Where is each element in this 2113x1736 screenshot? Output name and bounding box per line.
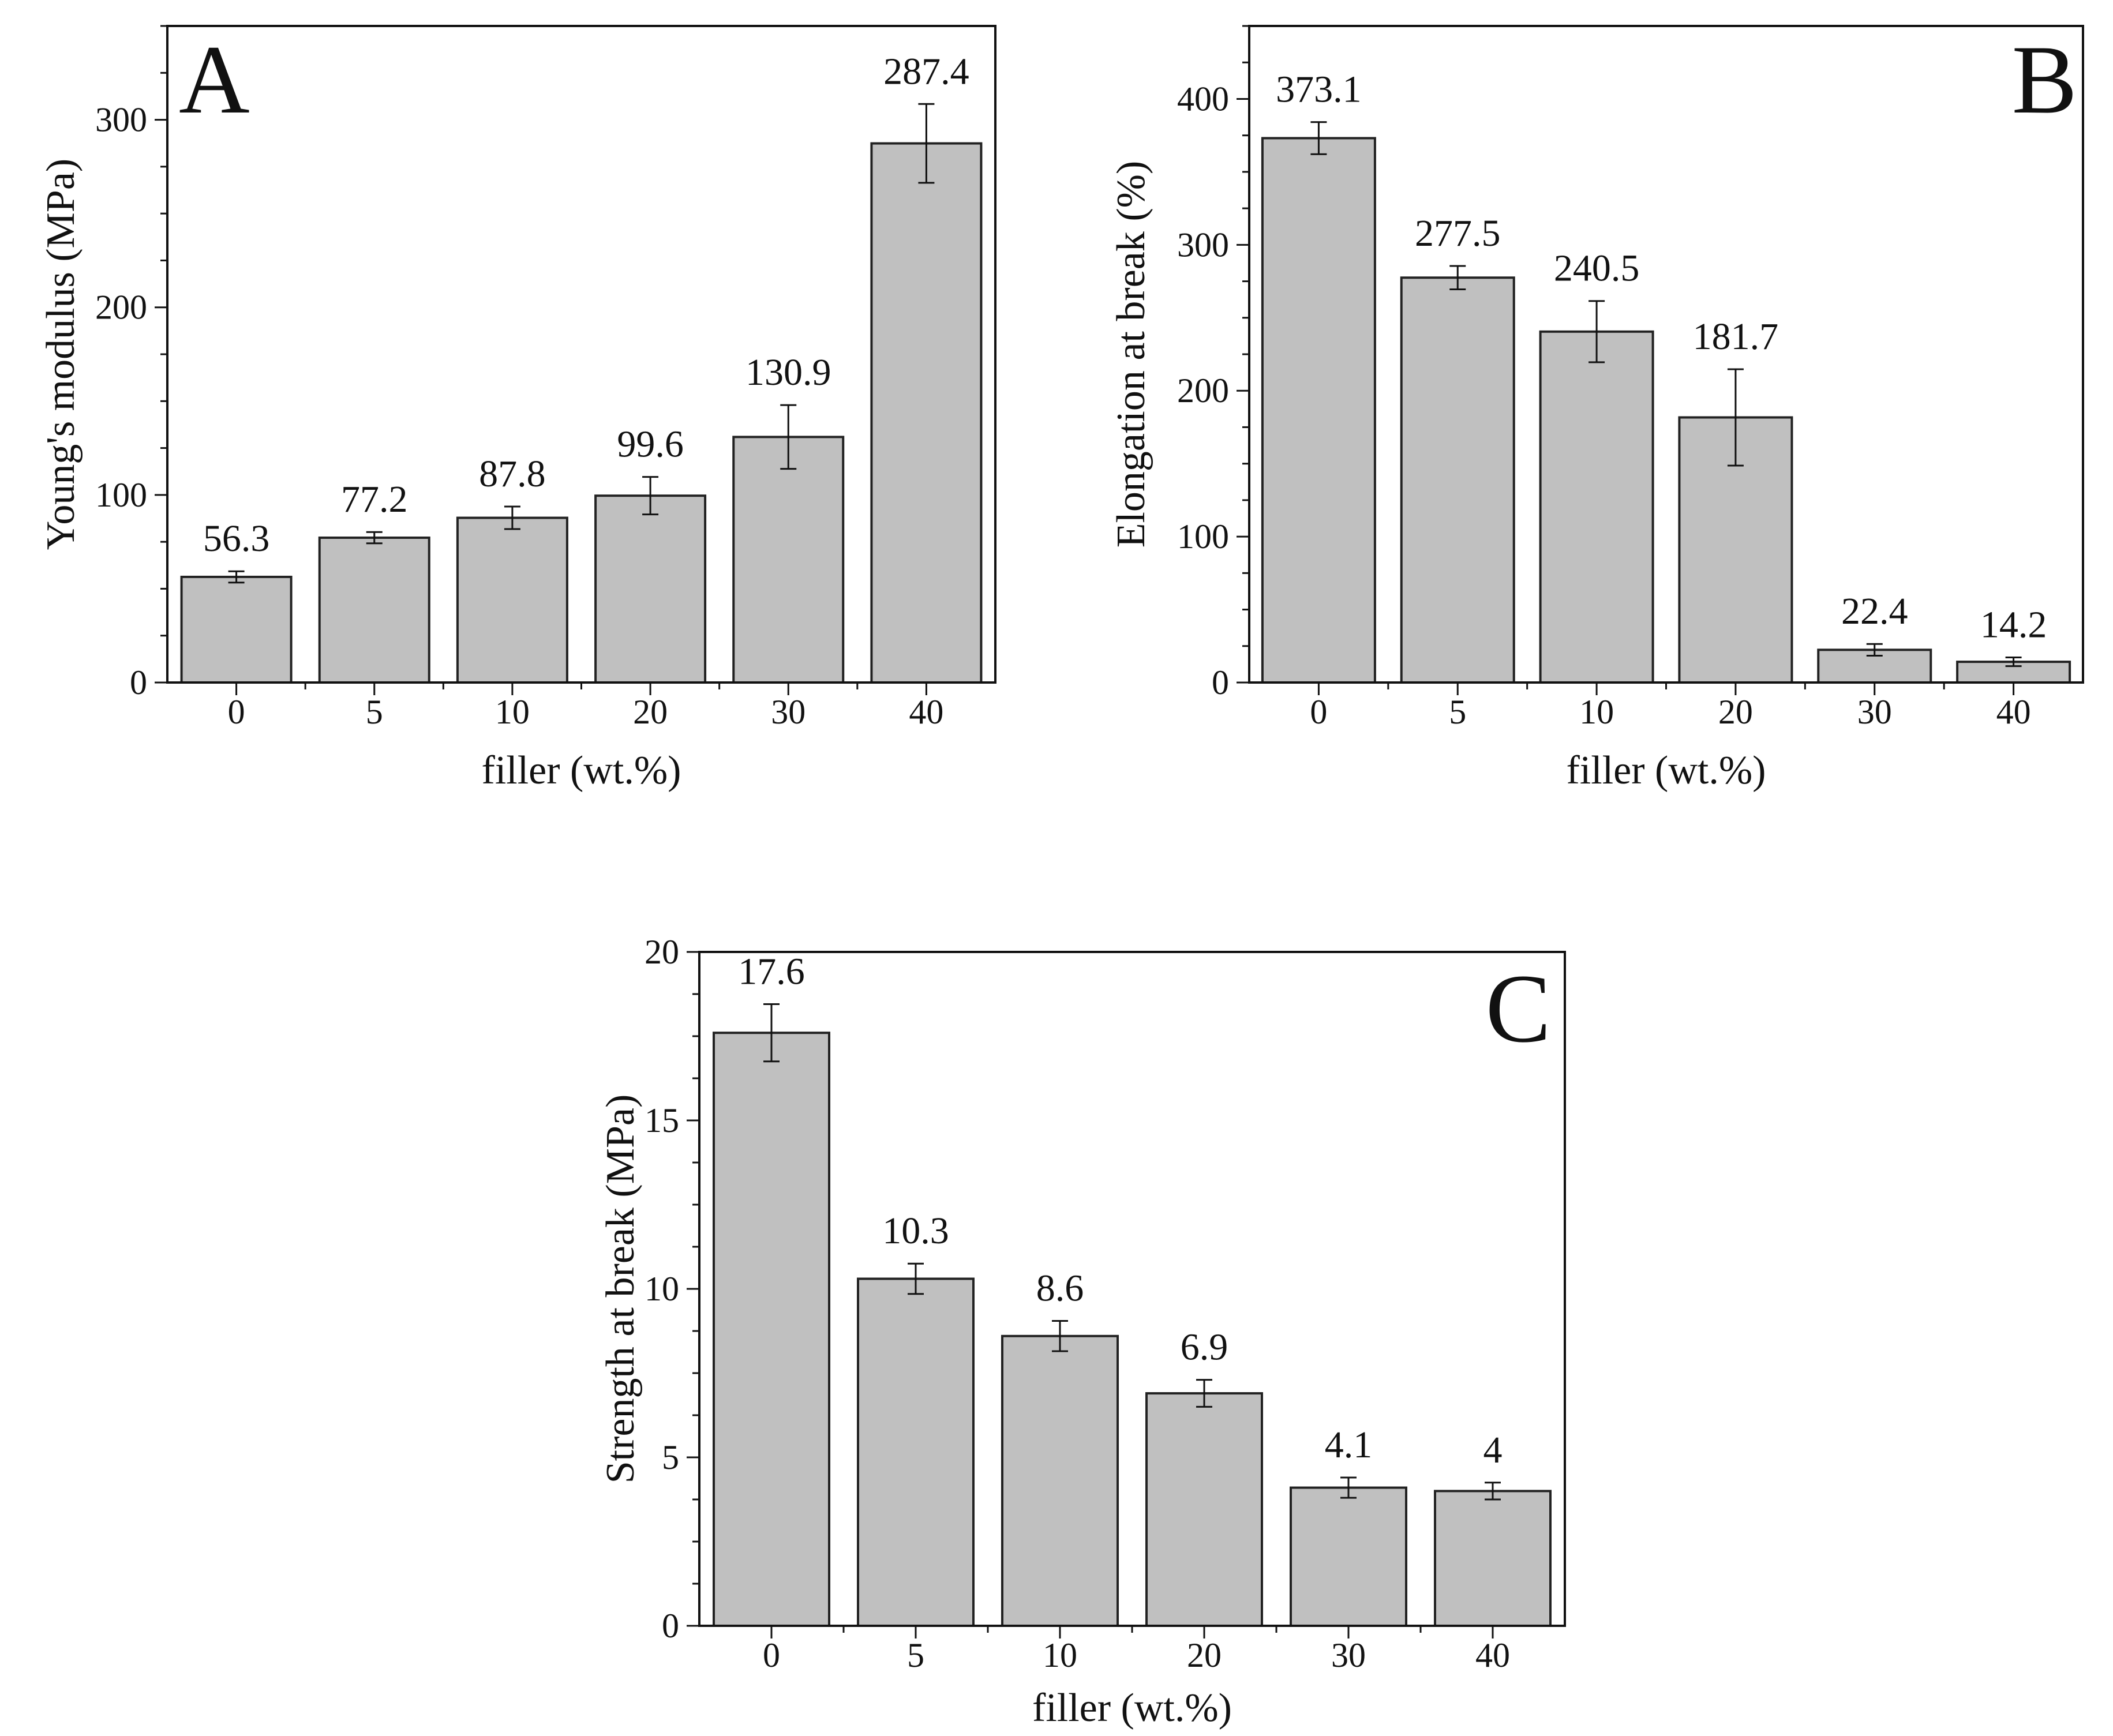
y-tick-label: 300	[95, 101, 147, 139]
data-label: 22.4	[1841, 590, 1908, 632]
y-tick-label: 100	[1177, 518, 1229, 556]
bar-30	[1290, 1486, 1407, 1628]
x-tick-label: 10	[1579, 693, 1614, 731]
data-label: 8.6	[1036, 1267, 1084, 1309]
data-label: 17.6	[738, 951, 805, 993]
chart-panel-a: 56.3 77.2 87.8 99.6 130.9 287.4 0 100 200 300 0 5 10…	[39, 25, 996, 793]
y-tick-label: 5	[662, 1438, 679, 1476]
y-tick-label: 15	[645, 1101, 679, 1139]
bar-5	[857, 1277, 975, 1627]
x-tick-label: 20	[1187, 1636, 1222, 1674]
y-tick-label: 0	[1212, 663, 1229, 702]
bar-10	[1001, 1334, 1119, 1627]
y-axis-title: Young's modulus (MPa)	[39, 159, 83, 550]
data-label: 99.6	[617, 423, 684, 466]
bar-0	[713, 1032, 830, 1627]
data-label: 373.1	[1276, 69, 1362, 111]
x-tick-label: 20	[633, 693, 668, 731]
data-label: 4	[1483, 1429, 1503, 1471]
y-tick-label: 0	[662, 1607, 679, 1645]
bar-5	[1400, 276, 1515, 684]
x-tick-label: 5	[366, 693, 383, 731]
x-tick-label: 0	[763, 1636, 780, 1674]
y-tick-label: 10	[645, 1270, 679, 1308]
x-tick-label: 40	[1475, 1636, 1510, 1674]
x-tick-label: 30	[1857, 693, 1892, 731]
y-tick-label: 100	[95, 476, 147, 514]
bar-5	[318, 536, 430, 684]
data-label: 277.5	[1415, 212, 1501, 254]
bar-40	[870, 142, 983, 684]
data-label: 6.9	[1181, 1326, 1228, 1368]
data-label: 87.8	[479, 453, 546, 495]
data-label: 240.5	[1554, 248, 1640, 290]
x-tick-label: 30	[1331, 1636, 1366, 1674]
bar-10	[1539, 330, 1654, 684]
x-tick-label: 0	[228, 693, 245, 731]
x-tick-label: 30	[771, 693, 806, 731]
y-tick-label: 200	[1177, 372, 1229, 410]
x-tick-label: 5	[907, 1636, 924, 1674]
y-tick-label: 200	[95, 288, 147, 327]
data-label: 130.9	[745, 351, 831, 393]
x-tick-label: 10	[495, 693, 530, 731]
bar-30	[732, 436, 845, 684]
bar-0	[180, 575, 293, 684]
data-label: 14.2	[1980, 604, 2047, 646]
data-label: 10.3	[882, 1210, 949, 1252]
x-tick-label: 5	[1449, 693, 1466, 731]
panel-letter: B	[2012, 25, 2077, 134]
data-label: 4.1	[1325, 1424, 1373, 1466]
x-axis-title: filler (wt.%)	[1032, 1686, 1232, 1730]
bar-10	[456, 516, 568, 684]
bar-0	[1261, 137, 1376, 684]
x-axis-title: filler (wt.%)	[1567, 748, 1766, 793]
y-axis-title: Elongation at break (%)	[1109, 161, 1153, 548]
x-tick-label: 10	[1043, 1636, 1077, 1674]
x-tick-label: 0	[1310, 693, 1327, 731]
y-axis-title: Strength at break (MPa)	[598, 1094, 643, 1484]
x-tick-label: 40	[1996, 693, 2031, 731]
panel-letter: A	[179, 25, 250, 134]
x-tick-label: 40	[909, 693, 943, 731]
data-label: 77.2	[341, 478, 408, 520]
y-tick-label: 300	[1177, 226, 1229, 264]
y-tick-label: 400	[1177, 80, 1229, 118]
x-axis-title: filler (wt.%)	[482, 748, 681, 793]
x-tick-label: 20	[1718, 693, 1753, 731]
y-tick-label: 0	[130, 663, 147, 702]
data-label: 56.3	[203, 518, 270, 560]
bar-40	[1434, 1490, 1552, 1627]
bar-20	[1145, 1392, 1263, 1628]
panel-letter: C	[1486, 954, 1551, 1063]
bar-20	[594, 494, 707, 684]
data-label: 181.7	[1693, 316, 1779, 358]
y-tick-label: 20	[645, 933, 679, 971]
data-label: 287.4	[883, 50, 969, 92]
